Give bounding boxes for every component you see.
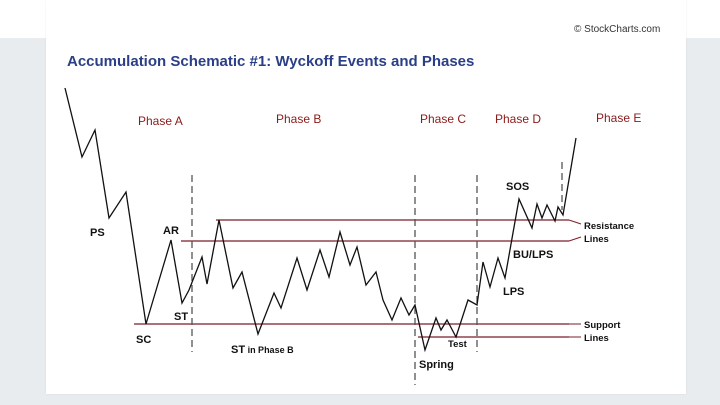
- event-sos: SOS: [506, 181, 529, 193]
- resistance-pointer-2: [568, 236, 582, 242]
- event-st-phase-b: ST in Phase B: [231, 344, 294, 356]
- event-st-phase-b-suffix: in Phase B: [245, 345, 294, 355]
- diagram-title: Accumulation Schematic #1: Wyckoff Event…: [67, 53, 474, 70]
- price-path: [64, 87, 577, 353]
- resistance-pointer-1: [568, 219, 582, 225]
- phase-a-label: Phase A: [138, 114, 183, 128]
- resistance-label-1: Resistance: [584, 221, 634, 232]
- event-spring: Spring: [419, 359, 454, 371]
- support-label-1: Support: [584, 320, 621, 331]
- phase-d-label: Phase D: [495, 112, 541, 126]
- event-ps: PS: [90, 227, 105, 239]
- event-sc: SC: [136, 334, 151, 346]
- phase-b-label: Phase B: [276, 112, 321, 126]
- phase-e-label: Phase E: [596, 111, 641, 125]
- event-st-phase-b-main: ST: [231, 344, 245, 356]
- event-bu-lps: BU/LPS: [513, 249, 553, 261]
- schematic-card: © StockCharts.com Accumulation Schematic…: [46, 0, 686, 394]
- phase-c-label: Phase C: [420, 112, 466, 126]
- credit-text: © StockCharts.com: [574, 24, 660, 35]
- event-ar: AR: [163, 225, 179, 237]
- event-st: ST: [174, 311, 188, 323]
- event-test: Test: [448, 339, 468, 350]
- event-lps: LPS: [503, 286, 524, 298]
- support-label-2: Lines: [584, 333, 609, 344]
- schematic-diagram: © StockCharts.com Accumulation Schematic…: [64, 24, 660, 385]
- resistance-label-2: Lines: [584, 234, 609, 245]
